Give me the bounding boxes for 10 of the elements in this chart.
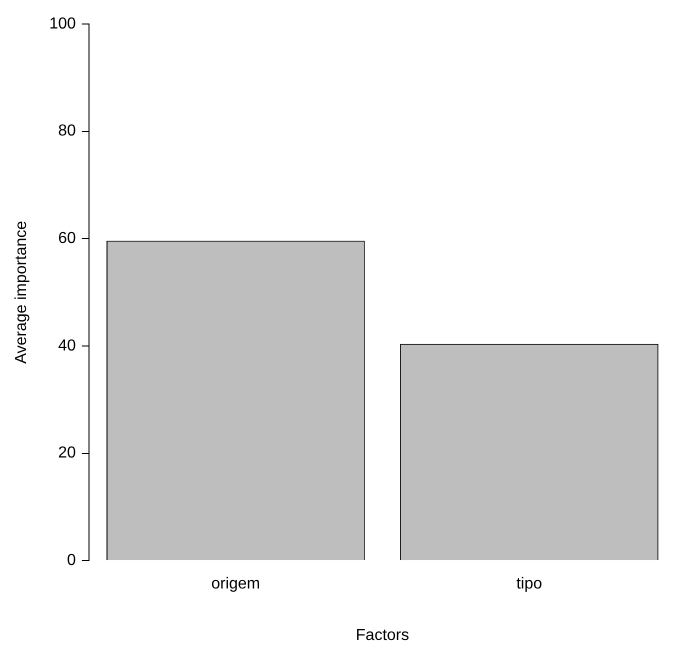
y-tick-label: 80 xyxy=(58,122,76,140)
y-tick-label: 40 xyxy=(58,337,76,354)
y-tick-label: 60 xyxy=(58,230,76,248)
x-tick-label: tipo xyxy=(516,576,542,593)
x-axis-title: Factors xyxy=(356,626,410,644)
y-tick-label: 100 xyxy=(49,15,76,32)
x-tick-label: origem xyxy=(211,576,260,593)
y-tick-label: 20 xyxy=(58,444,76,462)
y-axis-title: Average importance xyxy=(13,220,30,364)
y-tick-label: 0 xyxy=(66,552,76,570)
